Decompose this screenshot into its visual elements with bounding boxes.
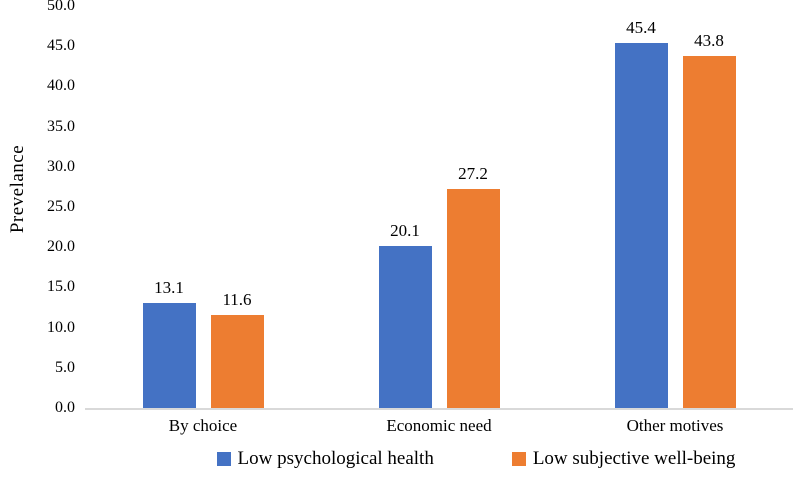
bar-value-label: 13.1 (154, 277, 184, 297)
legend-item: Low psychological health (216, 448, 434, 470)
bar-value-label: 20.1 (390, 221, 420, 241)
bar (378, 246, 432, 408)
y-tick-label: 0.0 (55, 399, 75, 416)
legend: Low psychological health Low subjective w… (152, 448, 800, 470)
bar (614, 42, 668, 408)
y-tick-label: 50.0 (47, 0, 75, 14)
x-axis-category-label: By choice (168, 416, 238, 435)
bar-value-label: 27.2 (458, 164, 488, 184)
legend-label: Low psychological health (237, 448, 434, 469)
bar-value-label: 45.4 (626, 17, 656, 37)
y-tick-label: 35.0 (47, 117, 75, 135)
x-axis-line (85, 408, 793, 410)
legend-swatch-icon (216, 452, 231, 466)
y-tick-label: 15.0 (47, 278, 75, 296)
y-tick-label: 20.0 (47, 238, 75, 256)
bar-value-label: 43.8 (694, 30, 724, 50)
legend-label: Low subjective well-being (532, 448, 736, 469)
legend-swatch-icon (511, 452, 526, 466)
y-tick-label: 25.0 (47, 198, 75, 215)
legend-item: Low subjective well-being (511, 448, 736, 470)
y-tick-label: 5.0 (55, 358, 75, 376)
y-tick-label: 45.0 (47, 37, 75, 55)
x-axis-category-label: Other motives (626, 416, 724, 435)
y-tick-label: 40.0 (47, 77, 75, 95)
bar (446, 189, 500, 408)
x-axis-category-label: Economic need (386, 416, 492, 435)
bar-value-label: 11.6 (222, 289, 252, 309)
bar (210, 314, 264, 408)
bar (682, 55, 736, 408)
plot-area: 13.1 11.6 20.1 27.2 45.4 43.8 (85, 6, 793, 410)
y-tick-label: 30.0 (47, 157, 75, 175)
bar (142, 302, 196, 408)
y-tick-label: 10.0 (47, 318, 75, 336)
